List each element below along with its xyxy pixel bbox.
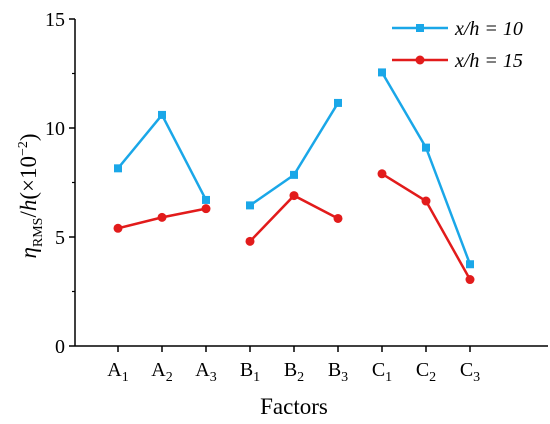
data-point [245,236,255,246]
legend: x/h = 10 x/h = 15 [392,18,523,72]
data-point [157,212,167,222]
series-1 [114,68,474,269]
x-tick-label: B2 [284,359,304,385]
series-2 [113,169,475,285]
y-axis-title: ηRMS/h(×10−2) [16,133,46,258]
data-point [114,164,122,173]
x-tick-label: B3 [328,359,348,385]
x-tick-label: C3 [460,359,480,385]
x-tick-label: A3 [195,359,216,385]
data-point [422,143,430,152]
series-line [380,71,472,265]
data-point [202,195,210,204]
series-line [249,102,340,207]
x-tick-label: C1 [372,359,392,385]
data-point [421,196,431,206]
x-tick-label: A2 [151,359,172,385]
data-point [333,213,343,223]
y-tick-label: 10 [45,118,65,140]
y-tick-label: 5 [55,227,65,249]
x-axis-title: Factors [260,394,328,419]
data-point [334,98,342,107]
data-point [201,204,211,214]
axes: 0 5 10 15 A1 A2 A3 B1 B2 B3 C1 C2 C3 [45,9,548,385]
legend-label: x/h = 15 [454,50,523,72]
data-point [158,110,166,119]
data-point [289,191,299,201]
legend-label: x/h = 10 [454,18,523,40]
series-line [249,194,339,243]
data-point [377,169,387,179]
data-point [465,275,475,285]
data-point [246,201,254,210]
data-point [113,223,123,233]
data-point [290,170,298,179]
data-point [378,68,386,77]
series-line [117,112,208,201]
legend-marker [416,24,424,32]
x-tick-label: C2 [416,359,436,385]
data-point [466,260,474,269]
y-tick-label: 15 [45,9,65,31]
legend-marker [415,55,425,65]
x-tick-label: A1 [107,359,128,385]
series-layer [113,68,475,285]
x-tick-label: B1 [240,359,260,385]
y-tick-label: 0 [55,336,65,358]
